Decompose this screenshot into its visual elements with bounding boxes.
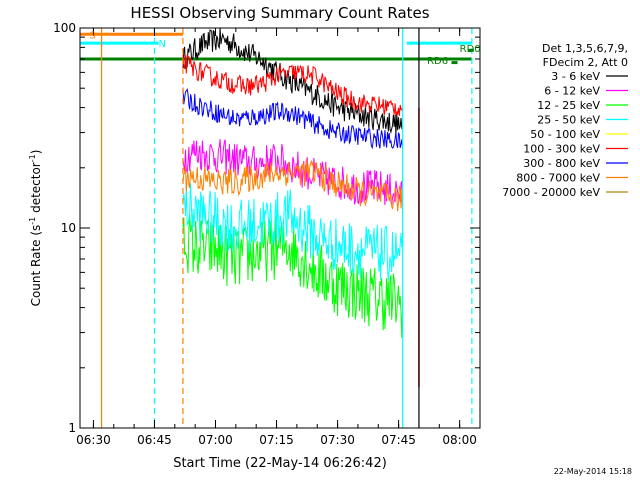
y-tick-label: 1	[68, 421, 76, 435]
x-tick-label: 07:30	[320, 433, 355, 447]
annotation-n: N	[159, 39, 166, 50]
y-tick-label: 100	[53, 21, 76, 35]
legend-entry-0: 3 - 6 keV	[551, 70, 600, 83]
svg-text:Count Rate (s-1 detector-1): Count Rate (s-1 detector-1)	[28, 150, 43, 307]
legend-entry-4: 50 - 100 keV	[530, 128, 600, 141]
annotation-rd6: RD6	[427, 56, 448, 67]
x-tick-label: 07:15	[259, 433, 294, 447]
x-tick-label: 06:45	[137, 433, 172, 447]
legend-entry-6: 300 - 800 keV	[523, 157, 600, 170]
series-line-3	[182, 183, 404, 281]
x-tick-label: 07:45	[381, 433, 416, 447]
annotation-s: S	[89, 30, 95, 41]
legend-entry-3: 25 - 50 keV	[537, 114, 600, 127]
rd0-mark	[467, 48, 474, 52]
y-axis-label: Count Rate (s-1 detector-1)	[28, 150, 43, 307]
legend-entry-7: 800 - 7000 keV	[516, 172, 600, 185]
series-line-5	[182, 54, 404, 117]
y-tick-label: 10	[61, 221, 76, 235]
legend-entry-8: 7000 - 20000 keV	[502, 186, 600, 199]
x-tick-label: 06:30	[76, 433, 111, 447]
legend-entry-1: 6 - 12 keV	[544, 85, 600, 98]
series-line-7	[182, 158, 404, 214]
legend-header-1: FDecim 2, Att 0	[543, 56, 628, 69]
x-axis-label: Start Time (22-May-14 06:26:42)	[173, 456, 387, 471]
series-line-2	[182, 214, 404, 338]
rd6-mark	[451, 61, 458, 65]
chart-title: HESSI Observing Summary Count Rates	[130, 4, 429, 22]
series-line-6	[182, 87, 404, 150]
footer-timestamp: 22-May-2014 15:18	[553, 467, 632, 476]
legend-entry-2: 12 - 25 keV	[537, 99, 600, 112]
x-tick-label: 08:00	[442, 433, 477, 447]
x-tick-label: 07:00	[198, 433, 233, 447]
legend-header-0: Det 1,3,5,6,7,9,	[542, 42, 628, 55]
legend-entry-5: 100 - 300 keV	[523, 143, 600, 156]
series-line-1	[182, 139, 404, 210]
